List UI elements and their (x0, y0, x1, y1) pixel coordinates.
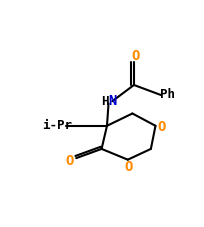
Text: Ph: Ph (159, 89, 174, 101)
Text: i-Pr: i-Pr (42, 119, 72, 132)
Text: O: O (157, 120, 165, 133)
Text: N: N (108, 94, 116, 108)
Text: O: O (124, 160, 132, 174)
Text: O: O (131, 49, 139, 64)
Text: H: H (100, 95, 108, 108)
Text: O: O (65, 154, 74, 168)
